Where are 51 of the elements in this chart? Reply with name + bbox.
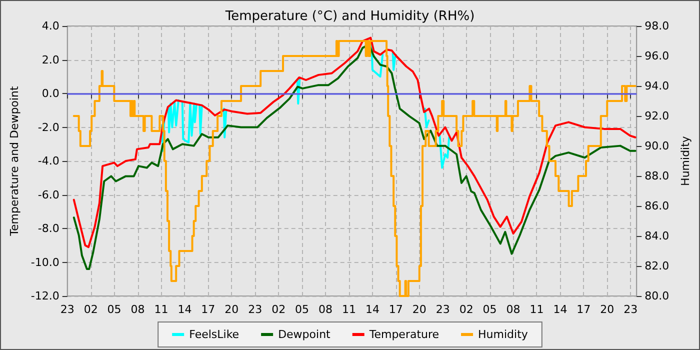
x-tick-label: 17 (388, 303, 403, 316)
y-axis-title: Temperature and Dewpoint (8, 85, 21, 237)
legend-label: FeelsLike (189, 328, 240, 341)
x-tick-label: 23 (624, 303, 638, 316)
chart-title: Temperature (°C) and Humidity (RH%) (224, 9, 475, 24)
x-tick-label: 23 (60, 303, 74, 316)
x-tick-label: 05 (295, 303, 310, 316)
x-tick-label: 11 (342, 303, 356, 316)
y2-axis-title: Humidity (679, 136, 692, 186)
y2-tick-label: 88.0 (644, 170, 670, 182)
y-tick-label: -12.0 (30, 290, 60, 302)
x-tick-label: 02 (84, 303, 98, 316)
y2-tick-label: 92.0 (644, 110, 670, 122)
y2-tick-label: 80.0 (644, 290, 670, 302)
y2-tick-label: 98.0 (644, 20, 670, 32)
y2-tick-label: 86.0 (644, 200, 670, 212)
x-tick-label: 23 (436, 303, 450, 316)
x-tick-label: 14 (178, 303, 192, 316)
legend-label: Humidity (478, 328, 528, 341)
x-tick-label: 08 (318, 303, 333, 316)
x-tick-label: 14 (553, 303, 568, 316)
x-tick-label: 11 (530, 303, 544, 316)
x-tick-label: 05 (482, 303, 497, 316)
x-tick-label: 02 (459, 303, 474, 316)
y-tick-label: -10.0 (30, 256, 60, 269)
x-tick-label: 20 (412, 303, 426, 316)
y-tick-label: 4.0 (42, 20, 60, 32)
y-tick-label: -4.0 (38, 154, 60, 168)
x-tick-label: 17 (201, 303, 216, 316)
y2-tick-label: 82.0 (644, 260, 670, 272)
y2-tick-label: 90.0 (644, 140, 670, 152)
y2-tick-label: 84.0 (644, 230, 670, 242)
x-tick-label: 02 (272, 303, 286, 316)
x-tick-label: 20 (224, 303, 239, 316)
y-tick-label: -2.0 (38, 120, 60, 134)
legend-label: Dewpoint (278, 328, 332, 341)
y-tick-label: -6.0 (38, 188, 60, 202)
x-tick-label: 17 (576, 303, 591, 316)
y-tick-label: 0.0 (42, 87, 60, 100)
legend-label: Temperature (368, 328, 440, 341)
x-tick-label: 23 (248, 303, 262, 316)
x-tick-label: 20 (600, 303, 614, 316)
x-tick-label: 08 (130, 303, 145, 316)
x-tick-label: 05 (107, 303, 122, 316)
y-tick-label: 2.0 (42, 53, 60, 66)
x-tick-label: 08 (506, 303, 520, 316)
y2-tick-label: 96.0 (644, 50, 670, 62)
x-tick-label: 14 (365, 303, 380, 316)
x-tick-label: 11 (154, 303, 168, 316)
y2-tick-label: 94.0 (644, 80, 670, 92)
y-tick-label: -8.0 (38, 222, 60, 235)
